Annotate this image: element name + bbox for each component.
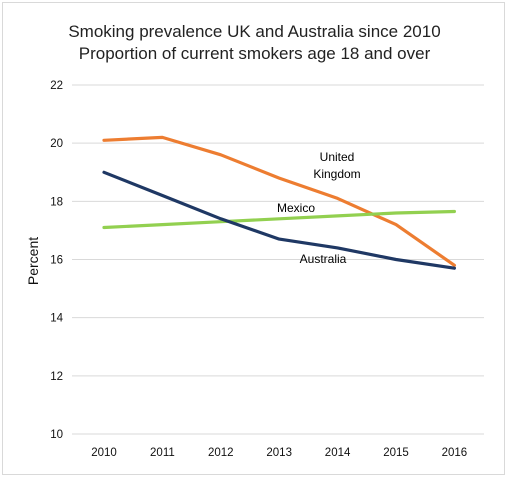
series-line-australia [102, 170, 456, 270]
chart-subtitle: Proportion of current smokers age 18 and… [78, 44, 431, 63]
x-tick-labels: 2010 2011 2012 2013 2014 2015 2016 [91, 447, 467, 459]
y-tick-label: 10 [50, 429, 63, 441]
y-tick-label: 20 [50, 138, 63, 150]
y-tick-label: 16 [50, 255, 63, 267]
series-lines [102, 135, 456, 270]
y-tick-label: 14 [50, 313, 63, 325]
series-labels: United Kingdom Mexico Australia [277, 150, 361, 266]
series-label: Kingdom [313, 167, 360, 181]
x-tick-label: 2016 [442, 447, 468, 459]
y-tick-label: 12 [50, 371, 63, 383]
y-tick-label: 18 [50, 196, 63, 208]
y-tick-labels: 10 12 14 16 18 20 22 [50, 80, 63, 441]
series-line-mexico [102, 209, 456, 230]
y-tick-label: 22 [50, 80, 63, 92]
chart-title: Smoking prevalence UK and Australia sinc… [68, 22, 441, 41]
series-label: United [320, 150, 355, 164]
series-line-united-kingdom [102, 135, 456, 267]
x-tick-label: 2014 [325, 447, 351, 459]
x-tick-label: 2011 [150, 447, 175, 459]
y-axis-label: Percent [25, 237, 41, 285]
chart-frame [2, 2, 505, 475]
x-tick-label: 2010 [91, 447, 117, 459]
x-tick-label: 2013 [266, 447, 292, 459]
gridlines [72, 84, 484, 435]
series-label: Mexico [277, 201, 315, 215]
x-tick-label: 2012 [208, 447, 234, 459]
x-tick-label: 2015 [383, 447, 409, 459]
series-label: Australia [300, 252, 347, 266]
